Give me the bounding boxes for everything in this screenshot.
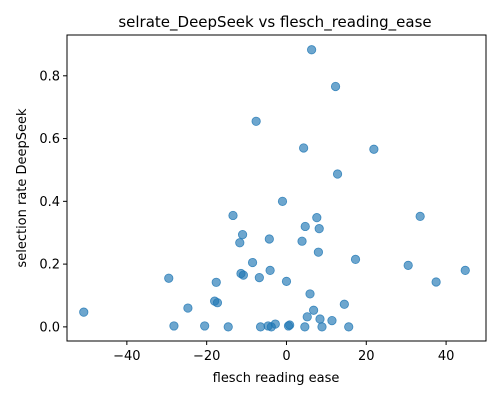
y-tick-label: 0.0: [39, 320, 60, 335]
data-point: [317, 322, 327, 332]
plot-area: [66, 34, 487, 342]
data-point: [307, 45, 317, 55]
data-point: [264, 234, 274, 244]
data-point: [312, 213, 322, 223]
data-point: [277, 196, 288, 206]
data-point: [369, 144, 379, 154]
data-point: [285, 320, 295, 330]
data-point: [302, 312, 312, 322]
y-tick-label: 0.8: [39, 69, 60, 84]
data-point: [238, 270, 248, 280]
y-tick-label: 0.6: [39, 132, 60, 147]
x-tick-label: 0: [282, 349, 290, 364]
data-point: [299, 143, 309, 153]
data-point: [305, 289, 315, 299]
data-point: [332, 169, 343, 179]
x-axis: −40 −20 0 20 40: [113, 341, 454, 364]
data-point: [183, 303, 193, 313]
data-point: [431, 277, 441, 287]
x-tick-label: −20: [193, 349, 220, 364]
data-point: [212, 298, 223, 308]
data-point: [330, 81, 341, 92]
data-point: [327, 315, 337, 326]
data-point: [270, 319, 280, 329]
data-point: [247, 257, 258, 268]
y-tick-label: 0.2: [39, 258, 60, 273]
x-tick-label: 20: [358, 349, 375, 364]
data-point: [460, 265, 470, 275]
data-point: [297, 236, 307, 246]
data-point: [415, 211, 425, 222]
data-point: [235, 238, 245, 248]
data-point: [344, 322, 354, 332]
data-point: [251, 116, 261, 126]
data-point: [79, 307, 89, 317]
x-axis-label: flesch reading ease: [213, 371, 340, 386]
data-point: [211, 277, 221, 287]
data-point: [254, 273, 264, 283]
data-point: [313, 247, 323, 257]
data-point: [315, 314, 325, 324]
data-point: [300, 322, 310, 332]
data-points: [79, 45, 470, 332]
y-axis-label: selection rate DeepSeek: [15, 108, 30, 268]
y-tick-label: 0.4: [39, 195, 60, 210]
data-point: [255, 322, 266, 332]
y-axis: 0.0 0.2 0.4 0.6 0.8: [39, 69, 67, 335]
data-point: [237, 230, 248, 240]
data-point: [169, 321, 179, 331]
data-point: [200, 321, 210, 331]
x-tick-label: 40: [438, 349, 455, 364]
data-point: [281, 276, 292, 286]
data-point: [265, 265, 275, 275]
data-point: [223, 322, 233, 332]
data-point: [403, 260, 413, 270]
x-tick-label: −40: [113, 349, 140, 364]
data-point: [339, 299, 349, 309]
chart-title: selrate_DeepSeek vs flesch_reading_ease: [118, 13, 431, 32]
data-point: [309, 305, 319, 315]
data-point: [350, 254, 361, 264]
data-point: [228, 210, 238, 221]
data-point: [164, 273, 174, 283]
data-point: [300, 221, 310, 232]
data-point: [314, 224, 324, 234]
